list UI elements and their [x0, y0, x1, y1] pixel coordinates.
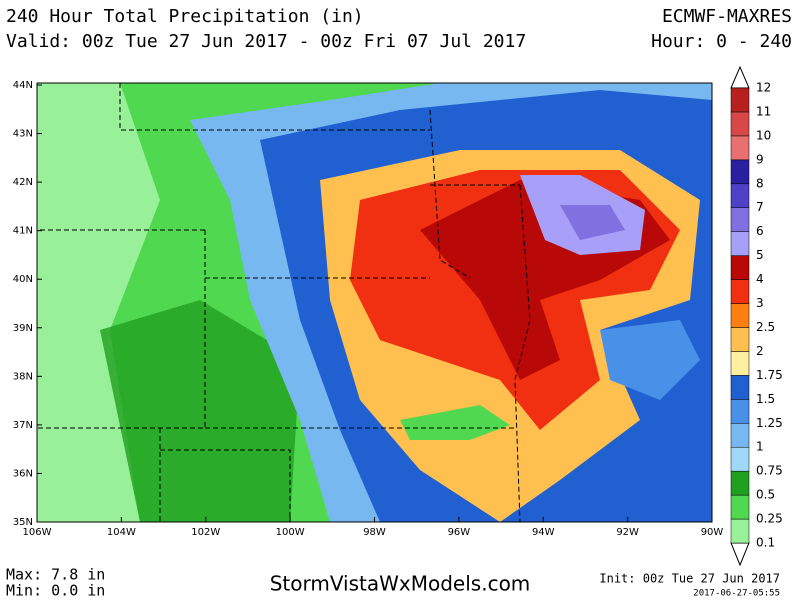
- colorbar-label: 2: [756, 344, 764, 358]
- min-value: Min: 0.0 in: [6, 582, 105, 600]
- colorbar-bottom-arrow: [730, 542, 750, 567]
- title: 240 Hour Total Precipitation (in): [6, 6, 364, 27]
- lon-label: 98W: [363, 527, 386, 538]
- max-value: Max: 7.8 in: [6, 566, 105, 584]
- init-time: Init: 00z Tue 27 Jun 2017: [599, 572, 780, 586]
- colorbar-label: 1: [756, 440, 764, 454]
- lat-label: 36N: [13, 468, 33, 479]
- colorbar-label: 10: [756, 128, 771, 142]
- colorbar-box: [730, 399, 750, 424]
- lat-label: 42N: [13, 177, 33, 188]
- colorbar-box: [730, 351, 750, 376]
- colorbar-label: 0.1: [756, 536, 775, 550]
- lat-label: 39N: [13, 323, 33, 334]
- colorbar-box: [730, 111, 750, 137]
- colorbar-label: 1.75: [756, 368, 783, 382]
- lon-label: 92W: [616, 527, 639, 538]
- colorbar-label: 2.5: [756, 320, 775, 334]
- lon-label: 106W: [23, 527, 52, 538]
- colorbar-label: 4: [756, 272, 764, 286]
- colorbar-label: 12: [756, 81, 771, 95]
- colorbar-top-arrow: [730, 65, 750, 89]
- lat-label: 40N: [13, 274, 33, 285]
- colorbar-label: 8: [756, 176, 764, 190]
- colorbar-box: [730, 159, 750, 185]
- colorbar-box: [730, 255, 750, 280]
- colorbar-box: [730, 279, 750, 304]
- lon-label: 94W: [532, 527, 555, 538]
- colorbar-label: 3: [756, 296, 764, 310]
- colorbar-label: 7: [756, 200, 764, 214]
- timestamp: 2017-06-27-05:55: [693, 589, 780, 599]
- precip-field: [37, 83, 712, 522]
- colorbar-box: [730, 207, 750, 232]
- lat-label: 37N: [13, 420, 33, 431]
- colorbar-label: 0.75: [756, 464, 783, 478]
- colorbar-box: [730, 327, 750, 352]
- colorbar-box: [730, 470, 750, 496]
- lon-label: 90W: [701, 527, 724, 538]
- lon-label: 104W: [107, 527, 136, 538]
- lat-label: 44N: [13, 80, 33, 91]
- colorbar-label: 0.25: [756, 512, 783, 526]
- lon-label: 100W: [276, 527, 305, 538]
- colorbar-box: [730, 87, 750, 113]
- colorbar-label: 9: [756, 152, 764, 166]
- colorbar-box: [730, 375, 750, 400]
- lat-label: 38N: [13, 371, 33, 382]
- site-name: StormVistaWxModels.com: [270, 572, 531, 596]
- model-name: ECMWF-MAXRES: [662, 6, 792, 27]
- colorbar-label: 1.25: [756, 416, 783, 430]
- colorbar-label: 0.5: [756, 488, 775, 502]
- colorbar-box: [730, 446, 750, 472]
- lat-label: 35N: [13, 517, 33, 528]
- hour-range: Hour: 0 - 240: [651, 31, 792, 52]
- colorbar-box: [730, 183, 750, 208]
- lon-label: 102W: [191, 527, 220, 538]
- valid-time: Valid: 00z Tue 27 Jun 2017 - 00z Fri 07 …: [6, 31, 526, 52]
- colorbar-box: [730, 303, 750, 328]
- colorbar-box: [730, 518, 750, 544]
- lat-label: 41N: [13, 226, 33, 237]
- colorbar-label: 11: [756, 104, 771, 118]
- colorbar-label: 6: [756, 224, 764, 238]
- lat-label: 43N: [13, 129, 33, 140]
- colorbar-box: [730, 135, 750, 161]
- lon-label: 96W: [448, 527, 471, 538]
- colorbar-box: [730, 494, 750, 520]
- colorbar-label: 5: [756, 248, 764, 262]
- colorbar-label: 1.5: [756, 392, 775, 406]
- colorbar-box: [730, 423, 750, 448]
- colorbar-box: [730, 231, 750, 256]
